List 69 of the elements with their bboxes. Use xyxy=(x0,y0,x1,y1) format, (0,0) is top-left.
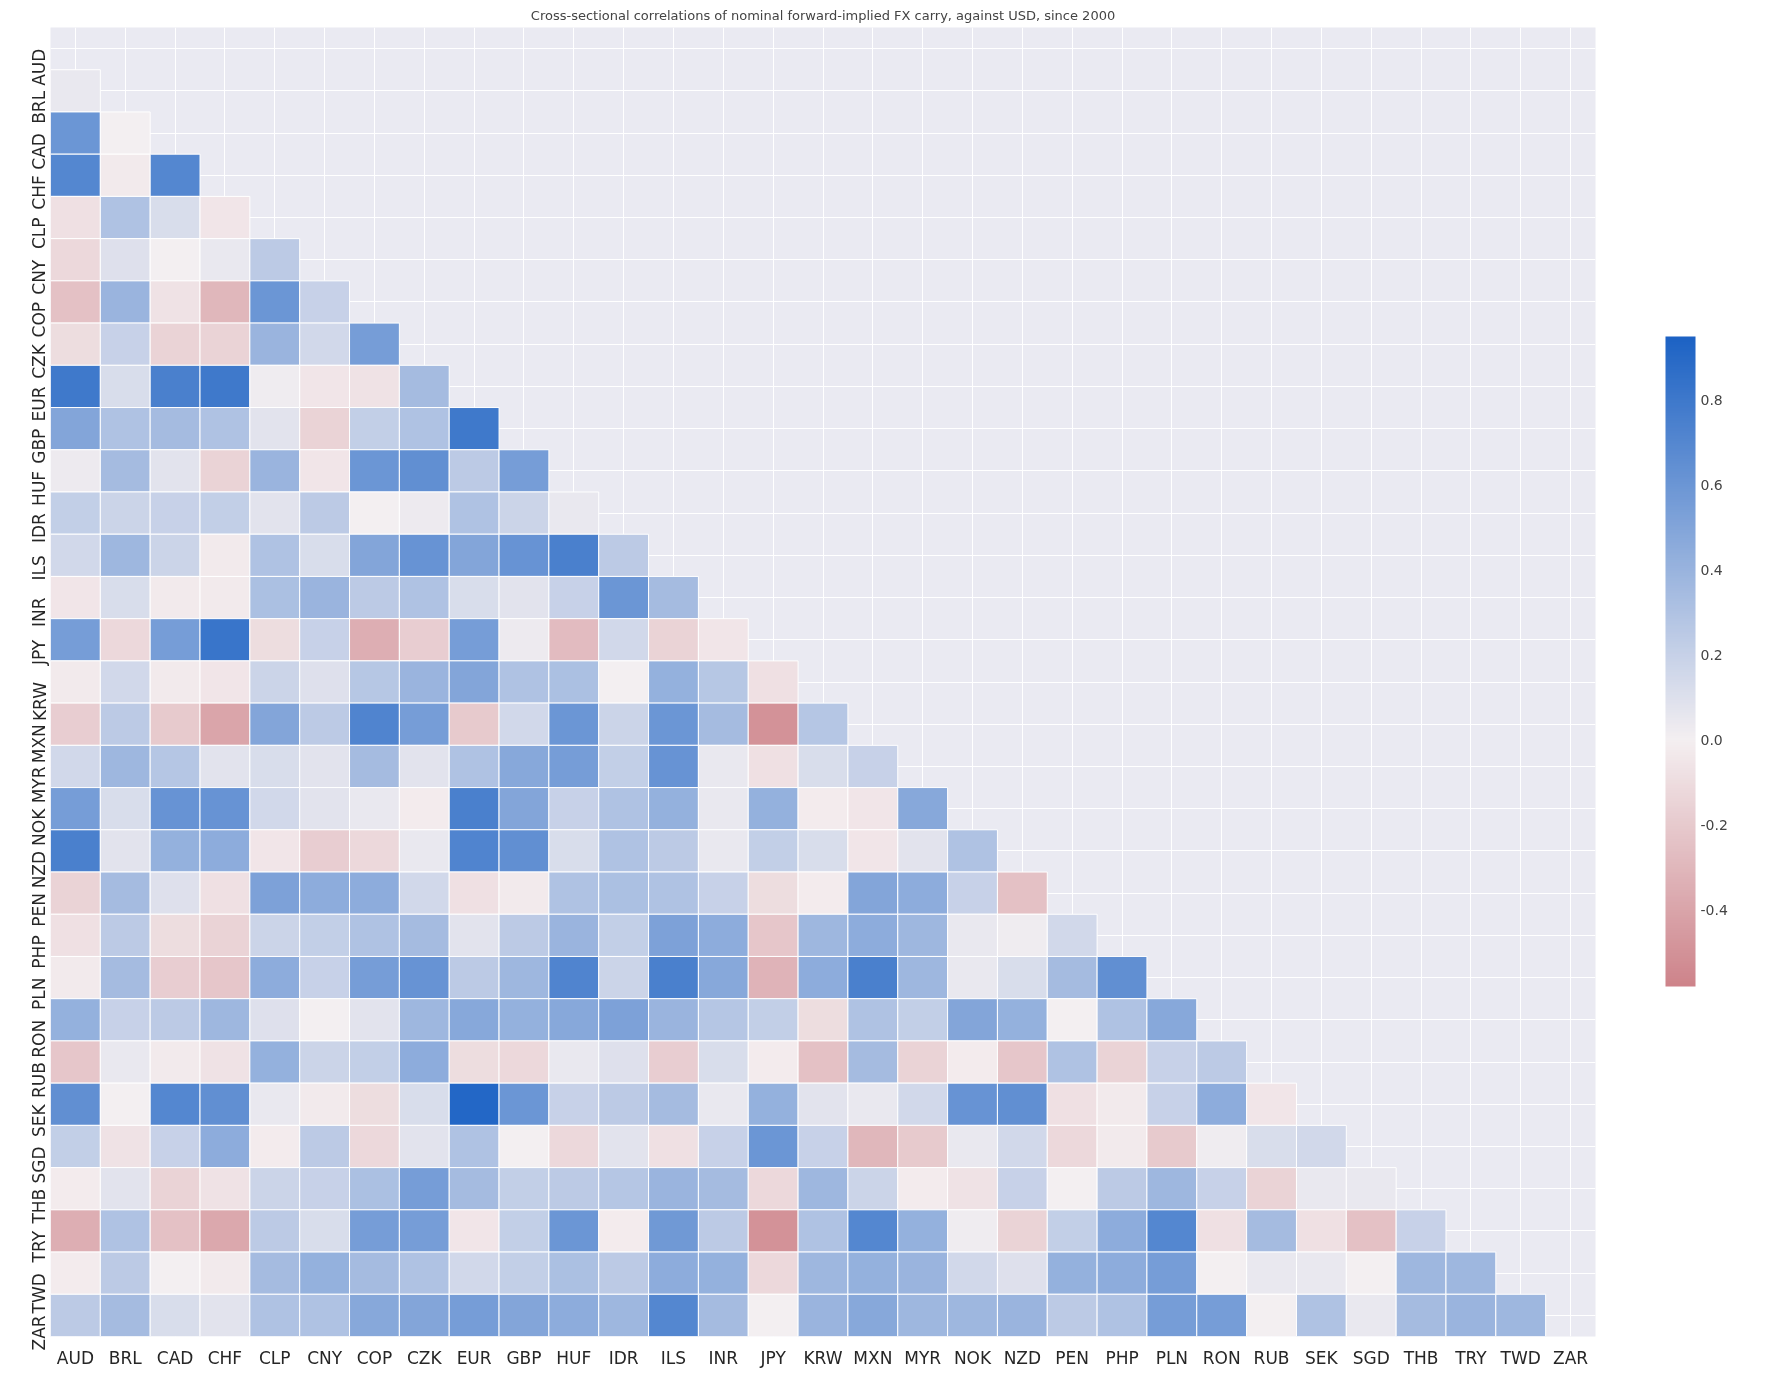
chart-title: Cross-sectional correlations of nominal forward-implied FX carry, against USD, since 2000 xyxy=(530,7,1116,23)
y-tick-label: RUB xyxy=(29,1062,50,1098)
y-tick-label: GBP xyxy=(29,428,50,464)
y-tick-label: COP xyxy=(29,301,50,338)
y-tick-label: PLN xyxy=(29,977,50,1011)
y-tick-label: SGD xyxy=(29,1146,50,1184)
x-tick-label: PLN xyxy=(1155,1347,1189,1368)
y-tick-label: EUR xyxy=(29,386,50,422)
y-tick-label: NZD xyxy=(29,850,50,889)
x-tick-label: MXN xyxy=(853,1347,893,1368)
x-tick-label: RON xyxy=(1202,1347,1241,1368)
x-tick-label: CNY xyxy=(307,1347,343,1368)
y-tick-label: THB xyxy=(29,1188,50,1225)
y-tick-label: ILS xyxy=(29,555,50,581)
y-tick-label: MYR xyxy=(29,766,50,804)
y-tick-label: TWD xyxy=(29,1273,50,1315)
x-tick-label: GBP xyxy=(506,1347,542,1368)
y-tick-label: CHF xyxy=(29,175,50,210)
x-tick-label: PEN xyxy=(1055,1347,1090,1368)
y-tick-label: IDR xyxy=(29,512,50,544)
x-tick-label: AUD xyxy=(56,1347,95,1368)
color-bar-label: 0.0 xyxy=(1700,732,1723,749)
x-tick-label: NZD xyxy=(1003,1347,1042,1368)
y-tick-label: PEN xyxy=(29,893,50,927)
x-tick-label: BRL xyxy=(108,1347,143,1368)
y-tick-label: INR xyxy=(29,597,50,628)
color-bar-label: -0.2 xyxy=(1700,817,1728,834)
x-tick-label: CLP xyxy=(258,1347,291,1368)
y-tick-label: CNY xyxy=(29,259,50,295)
x-tick-label: CZK xyxy=(406,1347,443,1368)
x-tick-label: RUB xyxy=(1253,1347,1290,1368)
y-tick-label: AUD xyxy=(29,48,50,86)
x-tick-label: JPY xyxy=(759,1347,787,1368)
x-tick-label: TRY xyxy=(1454,1347,1488,1368)
y-tick-label: CAD xyxy=(29,133,50,170)
x-tick-label: KRW xyxy=(803,1347,843,1368)
x-tick-label: MYR xyxy=(904,1347,942,1368)
color-bar-label: -0.4 xyxy=(1700,902,1728,919)
x-tick-label: CAD xyxy=(156,1347,194,1368)
y-tick-label: CZK xyxy=(29,343,50,379)
x-tick-label: SGD xyxy=(1352,1347,1390,1368)
y-tick-label: BRL xyxy=(29,90,50,124)
x-tick-label: HUF xyxy=(556,1347,592,1368)
x-tick-label: INR xyxy=(708,1347,739,1368)
y-tick-label: PHP xyxy=(29,935,50,969)
x-tick-label: SEK xyxy=(1305,1347,1339,1368)
x-tick-label: COP xyxy=(356,1347,393,1368)
color-bar-label: 0.2 xyxy=(1700,647,1723,664)
y-tick-label: SEK xyxy=(29,1103,50,1137)
x-tick-label: PHP xyxy=(1105,1347,1139,1368)
y-tick-label: HUF xyxy=(29,470,50,506)
x-tick-label: ZAR xyxy=(1553,1347,1589,1368)
x-tick-label: THB xyxy=(1402,1347,1439,1368)
y-tick-label: KRW xyxy=(29,681,50,722)
x-tick-label: NOK xyxy=(953,1347,992,1368)
color-bar-label: 0.4 xyxy=(1700,562,1723,579)
y-tick-label: MXN xyxy=(29,724,50,764)
color-bar-label: 0.6 xyxy=(1700,477,1723,494)
y-tick-label: RON xyxy=(29,1019,50,1058)
x-tick-label: IDR xyxy=(608,1347,639,1368)
y-tick-label: JPY xyxy=(29,639,50,667)
y-tick-label: CLP xyxy=(29,217,50,250)
x-tick-label: ILS xyxy=(660,1347,687,1368)
x-tick-label: CHF xyxy=(207,1347,243,1368)
y-tick-label: NOK xyxy=(29,807,50,846)
x-tick-label: TWD xyxy=(1499,1347,1541,1368)
color-bar-label: 0.8 xyxy=(1700,392,1723,409)
y-tick-label: TRY xyxy=(29,1230,50,1264)
x-tick-label: EUR xyxy=(456,1347,492,1368)
